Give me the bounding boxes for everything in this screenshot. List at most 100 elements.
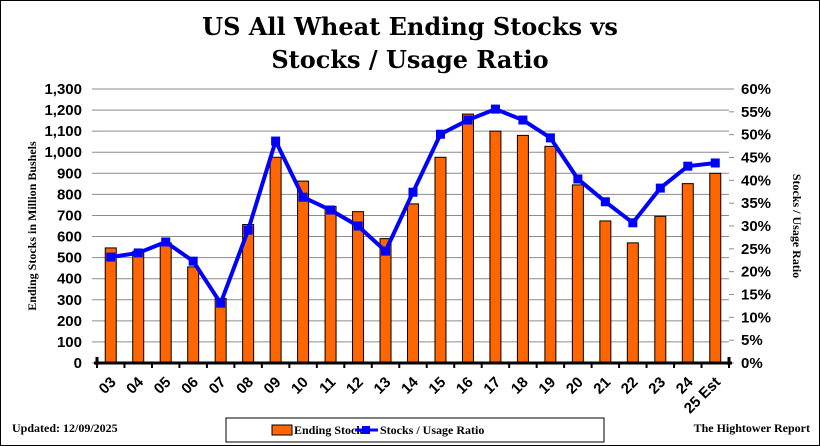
x-tick-label: 08	[233, 374, 257, 398]
x-tick-label: 14	[398, 373, 422, 397]
right-tick-label: 55%	[741, 104, 771, 121]
legend: Ending Stocks Stocks / Usage Ratio	[225, 417, 605, 443]
source-credit: The Hightower Report	[694, 421, 810, 435]
right-tick-label: 5%	[741, 332, 763, 349]
point-stocks-usage	[381, 246, 391, 256]
point-stocks-usage	[545, 133, 555, 143]
bar-ending-stocks	[626, 242, 639, 364]
point-stocks-usage	[573, 174, 583, 184]
left-tick-label: 700	[57, 207, 82, 224]
chart-title-line-1: US All Wheat Ending Stocks vs	[202, 12, 618, 41]
bar-ending-stocks	[709, 172, 722, 364]
bar-ending-stocks	[434, 156, 447, 364]
x-tick-label: 03	[96, 374, 120, 398]
point-stocks-usage	[490, 104, 500, 114]
right-tick-label: 0%	[741, 355, 763, 372]
legend-label-stocks-usage: Stocks / Usage Ratio	[380, 423, 484, 437]
x-tick-label: 22	[618, 374, 642, 398]
left-tick-label: 1,100	[44, 123, 82, 140]
right-tick-label: 50%	[741, 127, 771, 144]
point-stocks-usage	[133, 248, 143, 258]
x-tick-label: 06	[178, 374, 202, 398]
point-stocks-usage	[243, 225, 253, 235]
x-tick-label: 19	[535, 374, 559, 398]
x-tick-label: 09	[261, 374, 285, 398]
left-tick-label: 800	[57, 186, 82, 203]
x-tick-label: 04	[123, 373, 147, 397]
bar-ending-stocks	[297, 180, 310, 364]
point-stocks-usage	[628, 218, 638, 228]
left-tick-label: 200	[57, 313, 82, 330]
x-tick-label: 15	[425, 374, 449, 398]
bar-ending-stocks	[461, 113, 474, 364]
point-stocks-usage	[408, 187, 418, 197]
point-stocks-usage	[353, 221, 363, 231]
bar-ending-stocks	[516, 134, 529, 364]
bar-ending-stocks	[681, 183, 694, 364]
bar-ending-stocks	[214, 298, 227, 364]
left-tick-label: 1,300	[44, 81, 82, 98]
right-tick-label: 45%	[741, 150, 771, 167]
bar-ending-stocks	[159, 242, 172, 364]
point-stocks-usage	[216, 298, 226, 308]
x-tick-label: 05	[151, 374, 175, 398]
point-stocks-usage	[655, 183, 665, 193]
x-tick-label: 18	[508, 374, 532, 398]
bar-ending-stocks	[599, 220, 612, 364]
x-tick-label: 11	[316, 374, 339, 397]
right-tick-label: 15%	[741, 287, 771, 304]
left-axis-label: Ending Stocks in Million Bushels	[25, 141, 39, 311]
x-tick-label: 20	[563, 374, 587, 398]
left-tick-label: 0	[74, 355, 82, 372]
left-tick-label: 600	[57, 229, 82, 246]
right-tick-label: 10%	[741, 309, 771, 326]
bar-ending-stocks	[132, 250, 145, 364]
left-tick-label: 100	[57, 334, 82, 351]
bar-ending-stocks	[379, 238, 392, 364]
legend-swatch-marker	[362, 426, 370, 434]
point-stocks-usage	[435, 129, 445, 139]
chart-title-line-2: Stocks / Usage Ratio	[271, 45, 548, 74]
bar-ending-stocks	[654, 215, 667, 364]
bar-ending-stocks	[187, 266, 200, 364]
stocks-usage-line	[106, 104, 720, 308]
point-stocks-usage	[463, 115, 473, 125]
bar-ending-stocks	[324, 205, 337, 364]
point-stocks-usage	[271, 136, 281, 146]
right-tick-label: 25%	[741, 241, 771, 258]
bar-ending-stocks	[352, 211, 365, 364]
left-tick-label: 1,200	[44, 102, 82, 119]
updated-date: Updated: 12/09/2025	[12, 421, 118, 435]
bar-ending-stocks	[489, 130, 502, 364]
x-tick-label: 07	[206, 374, 230, 398]
x-tick-label: 12	[343, 374, 367, 398]
bar-ending-stocks	[407, 203, 419, 364]
point-stocks-usage	[326, 205, 336, 215]
x-tick-label: 13	[371, 374, 395, 398]
x-tick-label: 23	[645, 374, 669, 398]
left-tick-label: 1,000	[44, 144, 82, 161]
x-axis-ticks: 03 04 05 06 07 08 09 10 11 12 13 14 15 16 17 18 19 20 21 22…	[96, 363, 730, 417]
bar-ending-stocks	[269, 156, 282, 364]
legend-swatch-ending-stocks	[271, 424, 293, 436]
right-tick-label: 40%	[741, 172, 771, 189]
right-tick-label: 30%	[741, 218, 771, 235]
x-tick-label: 21	[590, 374, 614, 398]
left-tick-label: 500	[57, 250, 82, 267]
left-tick-label: 400	[57, 271, 82, 288]
bar-ending-stocks	[571, 184, 584, 364]
point-stocks-usage	[600, 197, 610, 207]
left-tick-label: 300	[57, 292, 82, 309]
left-axis-ticks: 0 100 200 300 400 500 600 700 800 900 1,000 1,100 1,…	[44, 81, 97, 372]
right-tick-label: 35%	[741, 195, 771, 212]
point-stocks-usage	[710, 158, 720, 168]
point-stocks-usage	[161, 237, 171, 247]
legend-label-ending-stocks: Ending Stocks	[294, 423, 368, 437]
bar-ending-stocks	[104, 247, 117, 364]
point-stocks-usage	[298, 192, 308, 202]
left-tick-label: 900	[57, 165, 82, 182]
right-axis-ticks: 0% 5% 10% 15% 20% 25% 30% 35% 40% 45% 50% 55% 60%	[729, 81, 771, 372]
point-stocks-usage	[683, 161, 693, 171]
point-stocks-usage	[518, 115, 528, 125]
